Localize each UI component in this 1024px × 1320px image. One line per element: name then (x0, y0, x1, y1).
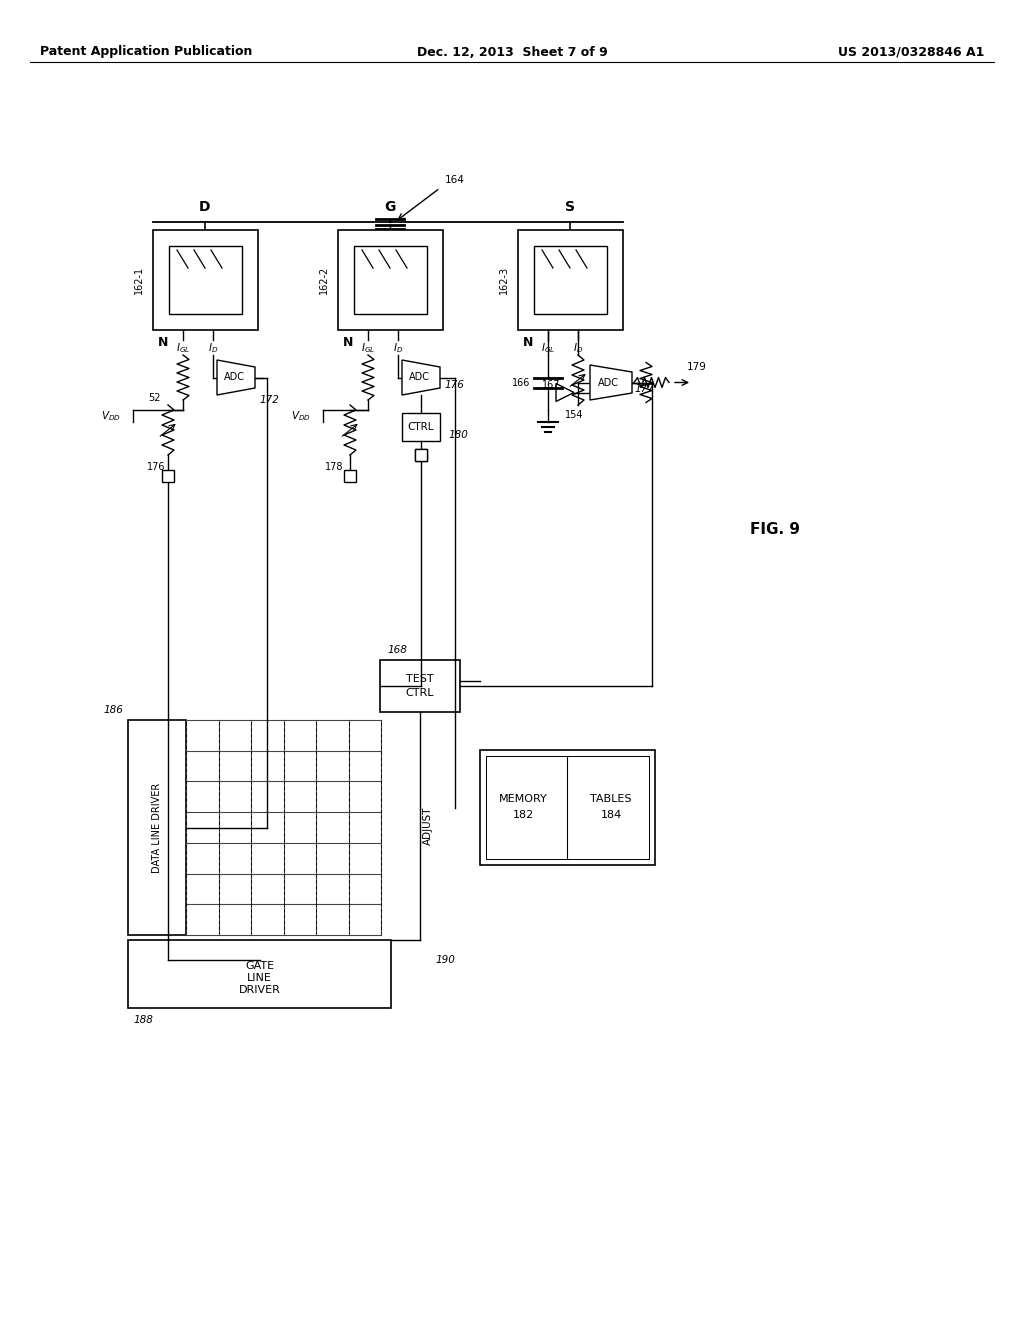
Bar (415, 449, 427, 461)
Text: 182: 182 (512, 810, 534, 821)
Text: 179: 179 (687, 362, 707, 371)
Text: $V_{DD}$: $V_{DD}$ (291, 409, 311, 422)
Text: $V_{DD}$: $V_{DD}$ (101, 409, 121, 422)
Text: DRIVER: DRIVER (239, 985, 281, 995)
Text: D: D (200, 201, 211, 214)
Bar (415, 449, 427, 461)
Text: ADJUST: ADJUST (423, 807, 433, 845)
Text: 176: 176 (146, 462, 165, 473)
Text: US 2013/0328846 A1: US 2013/0328846 A1 (838, 45, 984, 58)
Text: $I_{GL}$: $I_{GL}$ (360, 341, 375, 355)
Text: N: N (158, 337, 168, 350)
Bar (480, 750, 655, 865)
Text: 188: 188 (133, 1015, 153, 1026)
Text: 168: 168 (388, 645, 408, 655)
Text: 190: 190 (436, 954, 456, 965)
Bar (169, 246, 242, 314)
Text: 166: 166 (512, 378, 530, 388)
Bar (534, 246, 607, 314)
Text: CTRL: CTRL (406, 688, 434, 698)
Text: 178: 178 (325, 462, 343, 473)
Text: 172: 172 (259, 395, 279, 405)
Text: 176: 176 (444, 380, 464, 391)
Text: Dec. 12, 2013  Sheet 7 of 9: Dec. 12, 2013 Sheet 7 of 9 (417, 45, 607, 58)
Text: 162-2: 162-2 (319, 265, 329, 294)
Bar (128, 940, 391, 1008)
Text: 180: 180 (449, 430, 468, 440)
Text: DATA LINE DRIVER: DATA LINE DRIVER (152, 783, 162, 873)
Polygon shape (590, 366, 632, 400)
Text: N: N (343, 337, 353, 350)
Text: $I_D$: $I_D$ (393, 341, 403, 355)
Bar (344, 470, 356, 482)
Text: $I_{GL}$: $I_{GL}$ (541, 341, 555, 355)
Bar (128, 719, 186, 935)
Bar (518, 230, 623, 330)
Text: $I_D$: $I_D$ (208, 341, 218, 355)
Polygon shape (402, 360, 440, 395)
Text: Patent Application Publication: Patent Application Publication (40, 45, 252, 58)
Text: 184: 184 (600, 810, 622, 821)
Bar (486, 756, 649, 859)
Text: 167: 167 (542, 380, 560, 389)
Text: ADC: ADC (223, 372, 245, 383)
Text: CTRL: CTRL (408, 422, 434, 432)
Text: $I_D$: $I_D$ (572, 341, 583, 355)
Text: G: G (384, 201, 395, 214)
Text: 164: 164 (445, 176, 465, 185)
Text: 154: 154 (565, 409, 584, 420)
Bar (162, 470, 174, 482)
Text: 162-1: 162-1 (134, 265, 144, 294)
Bar (338, 230, 443, 330)
Text: FIG. 9: FIG. 9 (750, 523, 800, 537)
Text: 177: 177 (634, 384, 654, 393)
Text: S: S (565, 201, 575, 214)
Bar (380, 660, 460, 711)
Text: 52: 52 (148, 393, 161, 403)
Bar (153, 230, 258, 330)
Bar (402, 413, 440, 441)
Text: TABLES: TABLES (590, 795, 632, 804)
Text: 186: 186 (103, 705, 123, 715)
Polygon shape (217, 360, 255, 395)
Text: MEMORY: MEMORY (499, 795, 548, 804)
Text: 162-3: 162-3 (499, 265, 509, 294)
Text: GATE: GATE (245, 961, 274, 972)
Text: ADC: ADC (409, 372, 430, 383)
Text: ADC: ADC (598, 378, 620, 388)
Text: N: N (523, 337, 534, 350)
Text: LINE: LINE (247, 973, 272, 983)
Text: $I_{GL}$: $I_{GL}$ (176, 341, 190, 355)
Text: TEST: TEST (407, 675, 434, 684)
Bar (354, 246, 427, 314)
